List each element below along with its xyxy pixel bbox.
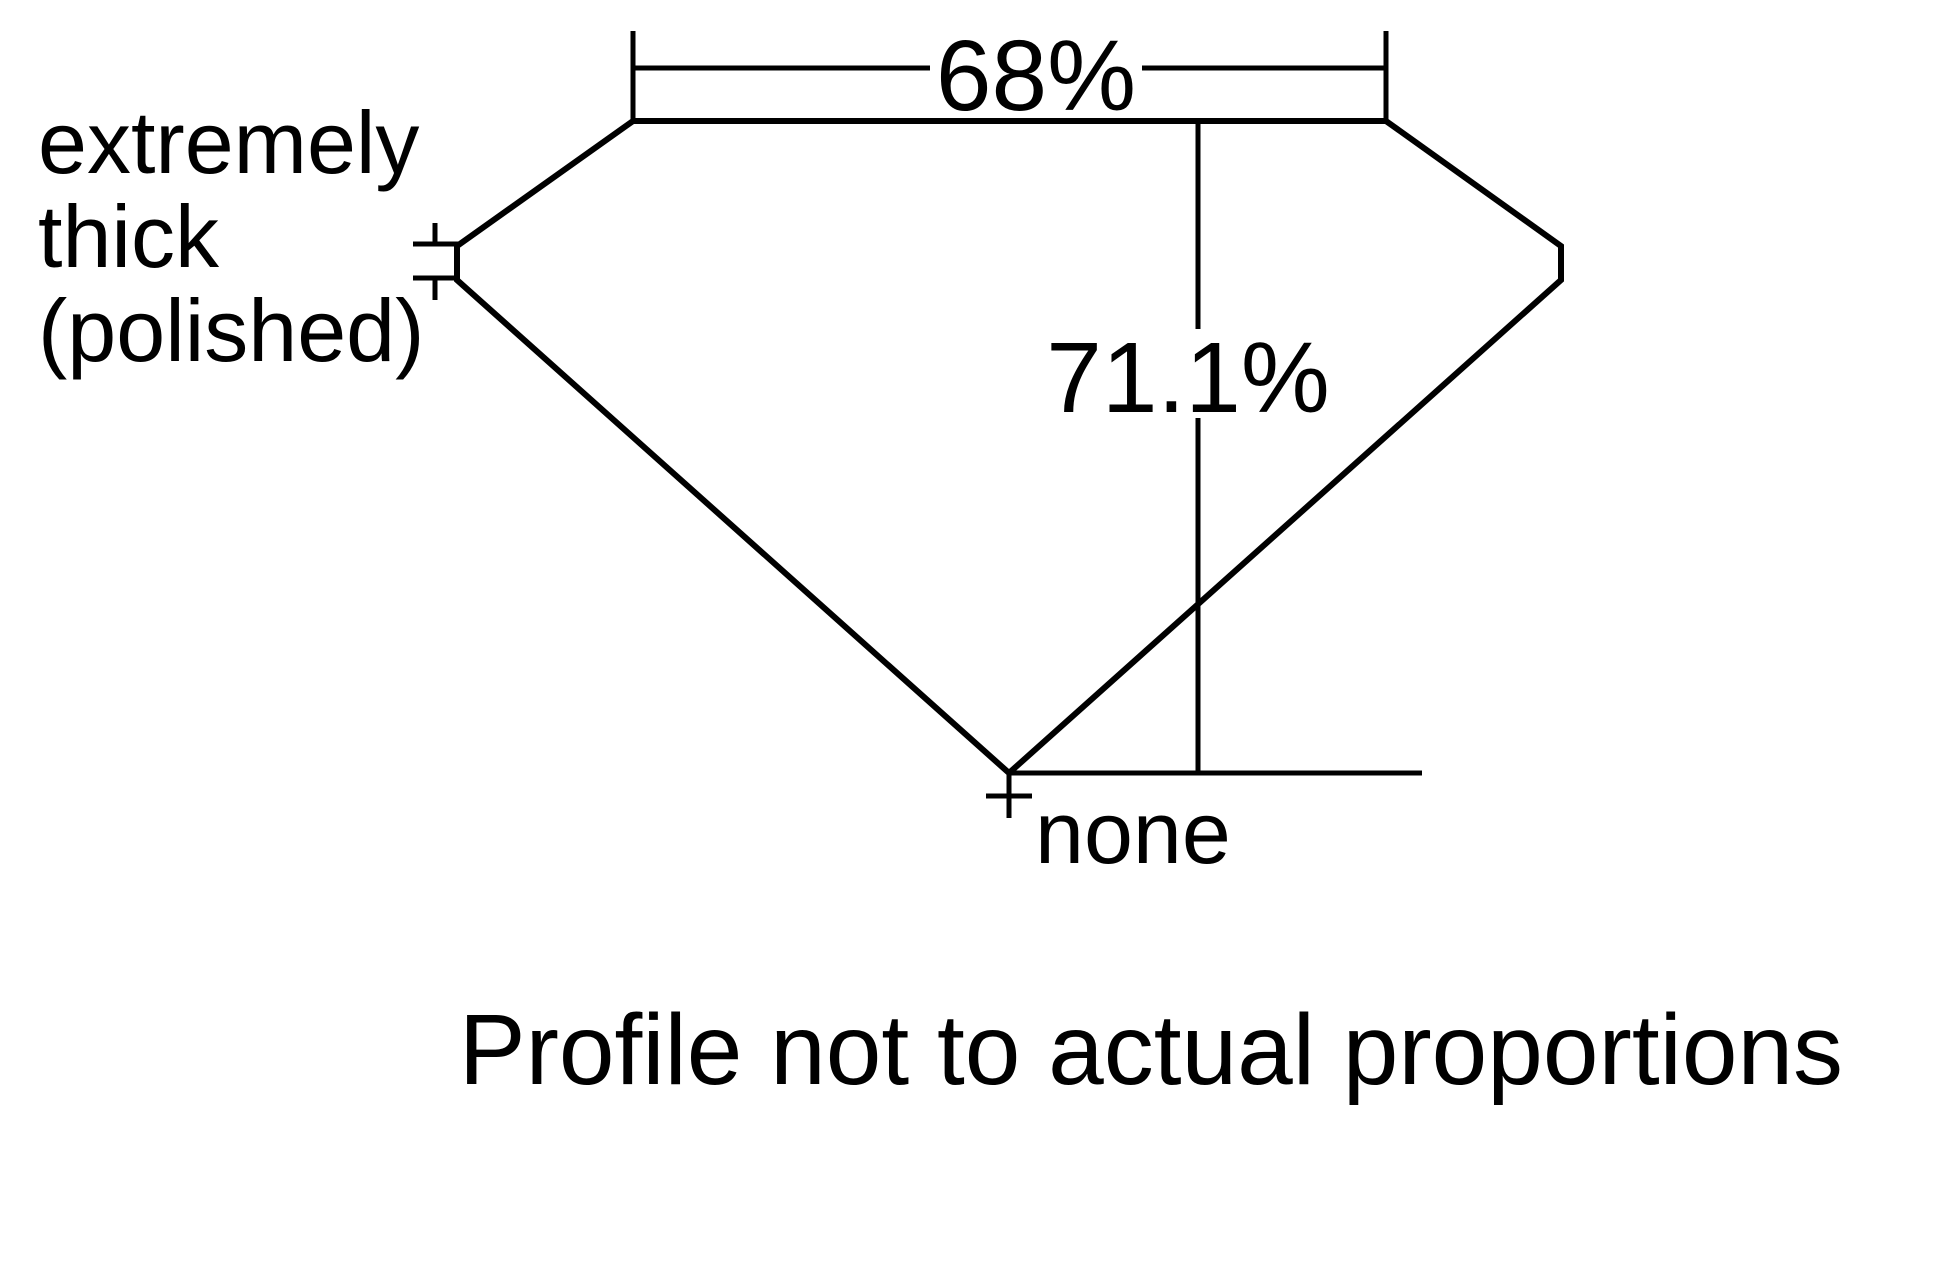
depth-percent-label: 71.1% bbox=[1046, 322, 1330, 434]
girdle-label-line-3: (polished) bbox=[38, 281, 424, 380]
culet-label: none bbox=[1035, 783, 1231, 882]
diamond-profile-outline bbox=[454, 118, 1564, 778]
girdle-label-line-1: extremely bbox=[38, 93, 419, 192]
table-percent-label: 68% bbox=[936, 20, 1136, 132]
footnote-label: Profile not to actual proportions bbox=[459, 994, 1843, 1106]
diagram-labels: 68% 71.1% extremely thick (polished) non… bbox=[38, 20, 1843, 1106]
diagram-linework bbox=[413, 31, 1564, 818]
girdle-label-line-2: thick bbox=[38, 187, 220, 286]
